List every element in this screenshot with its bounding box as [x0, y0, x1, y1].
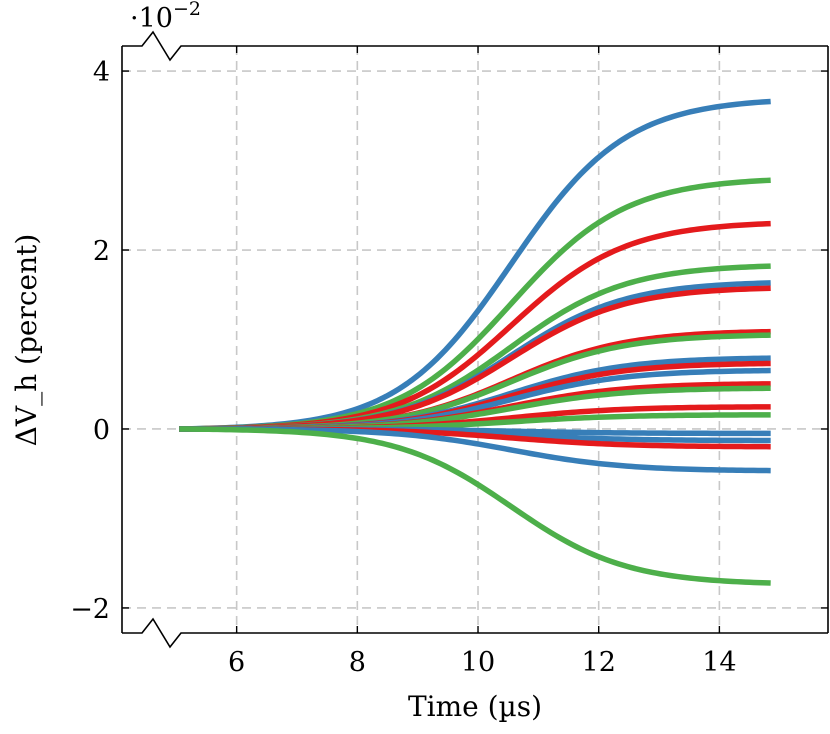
y-scale-exponent-label: ·10−2	[130, 0, 201, 34]
x-tick-label: 14	[702, 647, 736, 678]
x-tick-label: 8	[349, 647, 366, 678]
x-tick-label: 10	[461, 647, 495, 678]
plot-frame	[121, 30, 829, 649]
y-tick-label: 2	[93, 236, 110, 267]
series-lines	[179, 98, 771, 586]
x-tick-label: 12	[582, 647, 616, 678]
series-line-green	[179, 426, 771, 586]
x-axis-title: Time (µs)	[408, 690, 542, 723]
y-tick-label: 0	[93, 415, 110, 446]
y-axis-title: ΔV_h (percent)	[10, 234, 43, 447]
axis-ticks	[122, 46, 828, 633]
y-tick-label: −2	[70, 594, 110, 625]
tick-labels: 6 8 10 12 14 −2 0 2 4	[70, 57, 736, 678]
x-tick-label: 6	[228, 647, 245, 678]
y-tick-label: 4	[93, 57, 110, 88]
